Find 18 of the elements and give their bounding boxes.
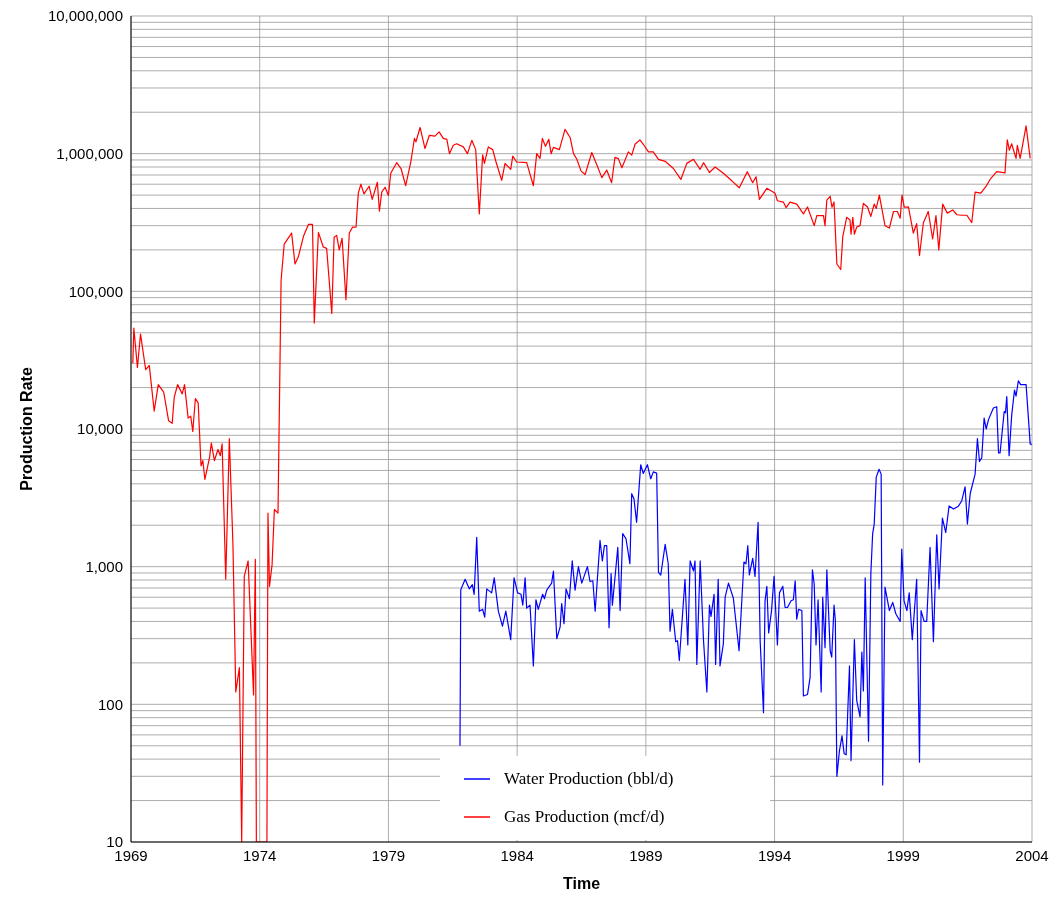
x-tick-label: 1979 [371,846,406,864]
x-tick-label: 1999 [886,846,920,864]
x-tick-label: 2004 [1015,846,1049,864]
legend-label: Water Production (bbl/d) [504,769,674,789]
x-axis-title: Time [562,875,601,892]
y-tick-label: 10,000 [77,420,123,438]
line-series [459,380,1032,786]
y-tick-label: 100 [97,695,123,713]
y-tick-label: 1,000 [85,557,123,575]
x-tick-label: 1974 [243,846,277,864]
y-axis-title: Production Rate [17,367,35,491]
y-tick-label: 10,000,000 [47,7,123,25]
y-tick-label: 1,000,000 [56,144,123,162]
y-tick-label: 100,000 [68,282,123,300]
x-tick-label: 1989 [629,846,663,864]
x-tick-label: 1984 [500,846,534,864]
x-tick-label: 1994 [757,846,792,864]
legend-label: Gas Production (mcf/d) [504,807,665,827]
